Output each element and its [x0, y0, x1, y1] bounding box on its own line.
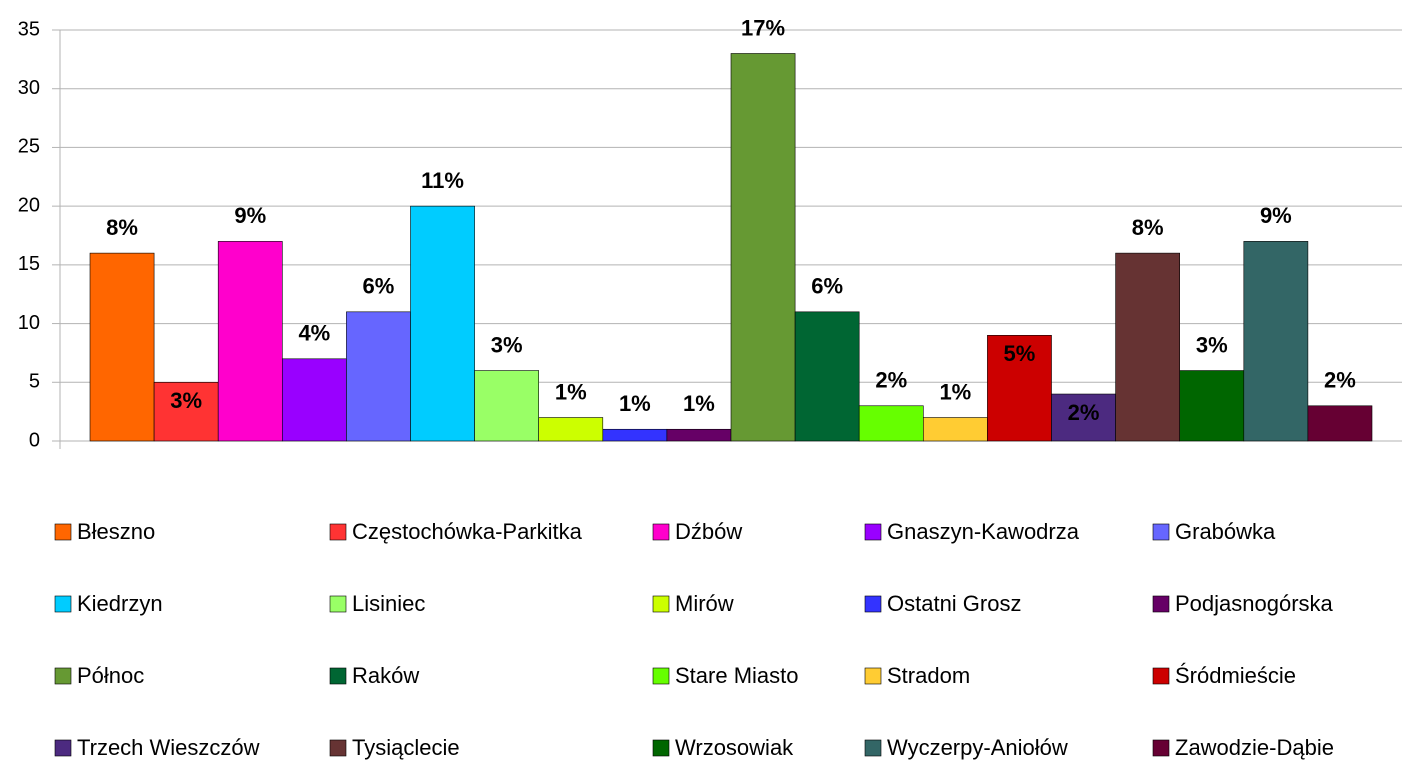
legend-swatch: [1152, 595, 1170, 613]
legend-swatch: [329, 739, 347, 757]
legend-label: Częstochówka-Parkitka: [352, 519, 583, 544]
legend-swatch: [1152, 523, 1170, 541]
bar: [1307, 405, 1373, 442]
legend-label: Ostatni Grosz: [887, 591, 1021, 616]
bar: [858, 405, 924, 442]
data-label: 8%: [1132, 215, 1164, 240]
legend-swatch: [864, 739, 882, 757]
legend-label: Tysiąclecie: [352, 735, 460, 760]
legend-label: Trzech Wieszczów: [77, 735, 260, 760]
data-label: 3%: [491, 332, 523, 357]
legend-swatch: [1152, 739, 1170, 757]
y-tick-label: 30: [18, 77, 40, 99]
legend-label: Lisiniec: [352, 591, 425, 616]
data-label: 2%: [1068, 400, 1100, 425]
data-label: 1%: [555, 379, 587, 404]
data-label: 4%: [298, 321, 330, 346]
y-tick-label: 35: [18, 18, 40, 40]
bar: [987, 335, 1052, 442]
bar: [1115, 252, 1180, 442]
legend-label: Podjasnogórska: [1175, 591, 1334, 616]
legend-label: Błeszno: [77, 519, 155, 544]
legend-swatch: [54, 595, 72, 613]
bar: [410, 205, 475, 442]
bar: [538, 417, 604, 442]
bar: [922, 417, 988, 442]
legend-swatch: [329, 523, 347, 541]
data-label: 1%: [619, 391, 651, 416]
legend-label: Kiedrzyn: [77, 591, 163, 616]
bar: [1243, 241, 1309, 442]
data-label: 5%: [1004, 341, 1036, 366]
data-label: 17%: [741, 15, 785, 40]
legend-label: Mirów: [675, 591, 734, 616]
legend-swatch: [652, 667, 670, 685]
data-label: 1%: [939, 379, 971, 404]
legend-label: Stare Miasto: [675, 663, 799, 688]
bar: [666, 428, 732, 442]
bar: [281, 358, 347, 442]
y-tick-label: 15: [18, 253, 40, 275]
y-tick-label: 25: [18, 136, 40, 158]
data-label: 8%: [106, 215, 138, 240]
bar: [89, 252, 155, 442]
legend-label: Śródmieście: [1175, 663, 1296, 688]
legend-label: Wyczerpy-Aniołów: [887, 735, 1068, 760]
legend-swatch: [652, 595, 670, 613]
data-label: 3%: [1196, 332, 1228, 357]
legend-swatch: [652, 739, 670, 757]
legend-label: Stradom: [887, 663, 970, 688]
data-label: 6%: [363, 274, 395, 299]
data-label: 2%: [875, 368, 907, 393]
data-label: 3%: [170, 388, 202, 413]
y-tick-label: 20: [18, 194, 40, 216]
bar: [346, 311, 411, 442]
legend-swatch: [652, 523, 670, 541]
legend-swatch: [864, 595, 882, 613]
legend-swatch: [1152, 667, 1170, 685]
legend-swatch: [54, 667, 72, 685]
legend-label: Północ: [77, 663, 144, 688]
bar: [602, 428, 668, 442]
y-tick-label: 10: [18, 312, 40, 334]
legend-swatch: [329, 595, 347, 613]
legend-label: Zawodzie-Dąbie: [1175, 735, 1334, 760]
data-label: 2%: [1324, 368, 1356, 393]
legend-swatch: [864, 523, 882, 541]
bar: [730, 53, 796, 442]
legend-swatch: [54, 739, 72, 757]
bar: [794, 311, 860, 442]
legend-label: Raków: [352, 663, 419, 688]
bar: [1051, 393, 1116, 442]
data-label: 9%: [1260, 203, 1292, 228]
y-tick-label: 0: [29, 429, 40, 451]
bar: [153, 381, 219, 442]
legend-label: Dźbów: [675, 519, 742, 544]
y-tick-label: 5: [29, 371, 40, 393]
bar: [1179, 370, 1245, 442]
bar: [474, 370, 540, 442]
bar: [217, 241, 283, 442]
legend-swatch: [329, 667, 347, 685]
data-label: 6%: [811, 274, 843, 299]
data-label: 11%: [421, 168, 464, 193]
data-label: 1%: [683, 391, 715, 416]
legend-label: Gnaszyn-Kawodrza: [887, 519, 1080, 544]
legend-label: Wrzosowiak: [675, 735, 794, 760]
legend-label: Grabówka: [1175, 519, 1276, 544]
legend-swatch: [864, 667, 882, 685]
data-label: 9%: [234, 203, 266, 228]
legend-swatch: [54, 523, 72, 541]
